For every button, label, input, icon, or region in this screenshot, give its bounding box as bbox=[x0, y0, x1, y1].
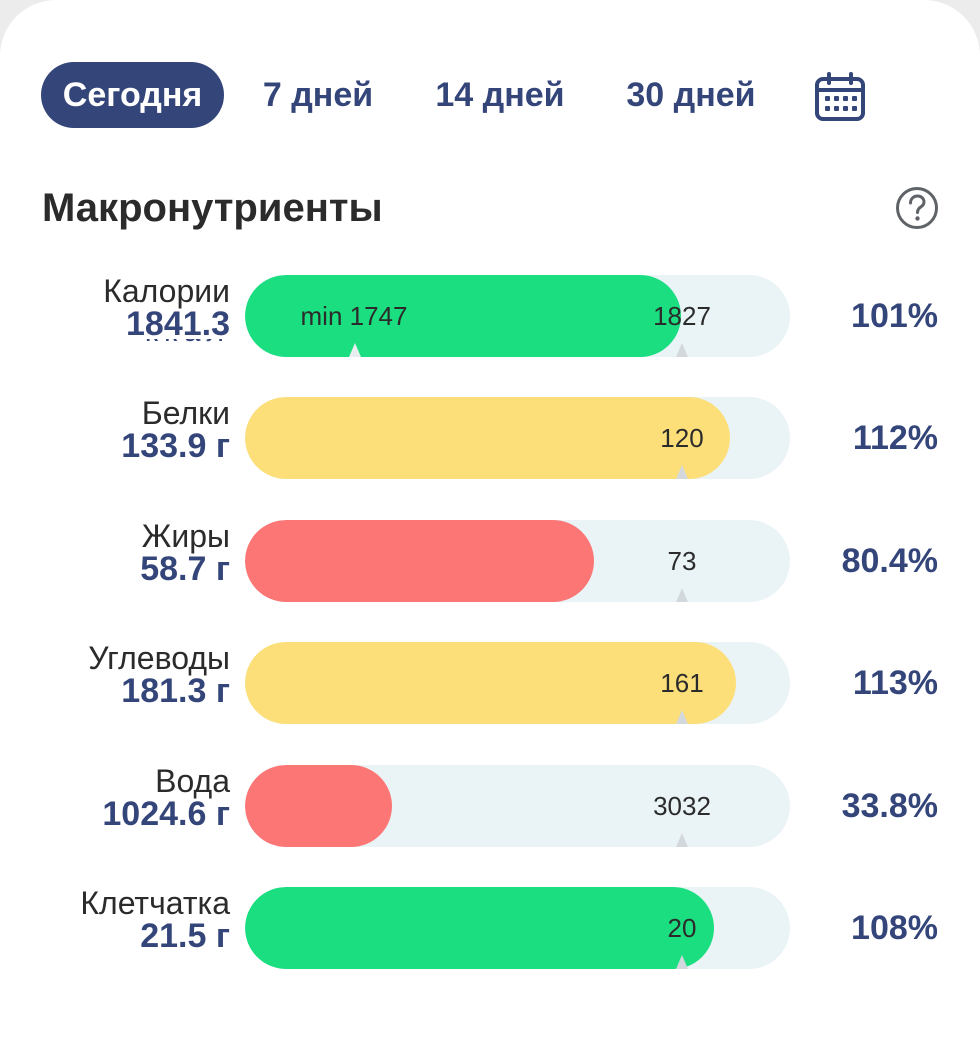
tab-30-days[interactable]: 30 дней bbox=[626, 76, 756, 114]
macro-name: Углеводы bbox=[88, 640, 230, 676]
macro-amount: 181.3 г bbox=[121, 672, 230, 710]
macro-percent: 108% bbox=[851, 909, 938, 947]
macro-amount: 1841.3 bbox=[126, 305, 230, 343]
macro-amount: 133.9 г bbox=[121, 427, 230, 465]
progress-track: 3032 bbox=[245, 765, 790, 847]
target-marker bbox=[676, 833, 688, 847]
macro-unit-partial: ккал bbox=[120, 339, 230, 349]
progress-fill bbox=[245, 520, 594, 602]
macro-row-protein: Белки 133.9 г 120 112% bbox=[0, 395, 980, 507]
macro-amount: 21.5 г bbox=[140, 917, 230, 955]
progress-track: 20 bbox=[245, 887, 790, 969]
macro-percent: 112% bbox=[852, 419, 938, 457]
target-label: 1827 bbox=[653, 301, 711, 331]
min-label: min 1747 bbox=[300, 301, 408, 331]
min-marker bbox=[349, 343, 361, 357]
progress-fill bbox=[245, 765, 392, 847]
macro-amount: 1024.6 г bbox=[102, 795, 230, 833]
macro-percent: 80.4% bbox=[841, 542, 938, 580]
target-marker bbox=[676, 343, 688, 357]
macro-percent: 113% bbox=[852, 664, 938, 702]
target-label: 161 bbox=[660, 668, 704, 698]
progress-track: 120 bbox=[245, 397, 790, 479]
target-label: 73 bbox=[667, 546, 697, 576]
progress-fill bbox=[245, 887, 714, 969]
tab-7-days[interactable]: 7 дней bbox=[262, 76, 374, 114]
target-marker bbox=[676, 955, 688, 969]
macro-amount: 58.7 г bbox=[140, 550, 230, 588]
progress-fill bbox=[245, 397, 730, 479]
macro-percent: 101% bbox=[851, 297, 938, 335]
macro-percent: 33.8% bbox=[841, 787, 938, 825]
progress-track: 73 bbox=[245, 520, 790, 602]
section-title: Макронутриенты bbox=[42, 186, 383, 230]
target-label: 20 bbox=[667, 913, 697, 943]
macro-name: Клетчатка bbox=[80, 885, 230, 921]
target-marker bbox=[676, 465, 688, 479]
macro-name: Жиры bbox=[141, 518, 230, 554]
progress-track: min 1747 1827 bbox=[245, 275, 790, 357]
macro-row-carbs: Углеводы 181.3 г 161 113% bbox=[0, 640, 980, 752]
macro-row-calories: Калории 1841.3 ккал min 1747 1827 101% bbox=[0, 273, 980, 385]
tab-14-days[interactable]: 14 дней bbox=[435, 76, 565, 114]
macro-name: Белки bbox=[141, 395, 230, 431]
target-label: 3032 bbox=[653, 791, 711, 821]
target-marker bbox=[676, 588, 688, 602]
macro-row-fat: Жиры 58.7 г 73 80.4% bbox=[0, 518, 980, 630]
target-marker bbox=[676, 710, 688, 724]
macro-row-fiber: Клетчатка 21.5 г 20 108% bbox=[0, 885, 980, 997]
tab-today[interactable]: Сегодня bbox=[41, 62, 224, 128]
progress-fill bbox=[245, 275, 681, 357]
target-label: 120 bbox=[660, 423, 704, 453]
calendar-icon[interactable] bbox=[814, 72, 866, 122]
macro-name: Калории bbox=[103, 273, 230, 309]
macro-name: Вода bbox=[155, 763, 230, 799]
progress-track: 161 bbox=[245, 642, 790, 724]
help-icon[interactable] bbox=[895, 186, 939, 230]
macro-row-water: Вода 1024.6 г 3032 33.8% bbox=[0, 763, 980, 875]
progress-fill bbox=[245, 642, 736, 724]
